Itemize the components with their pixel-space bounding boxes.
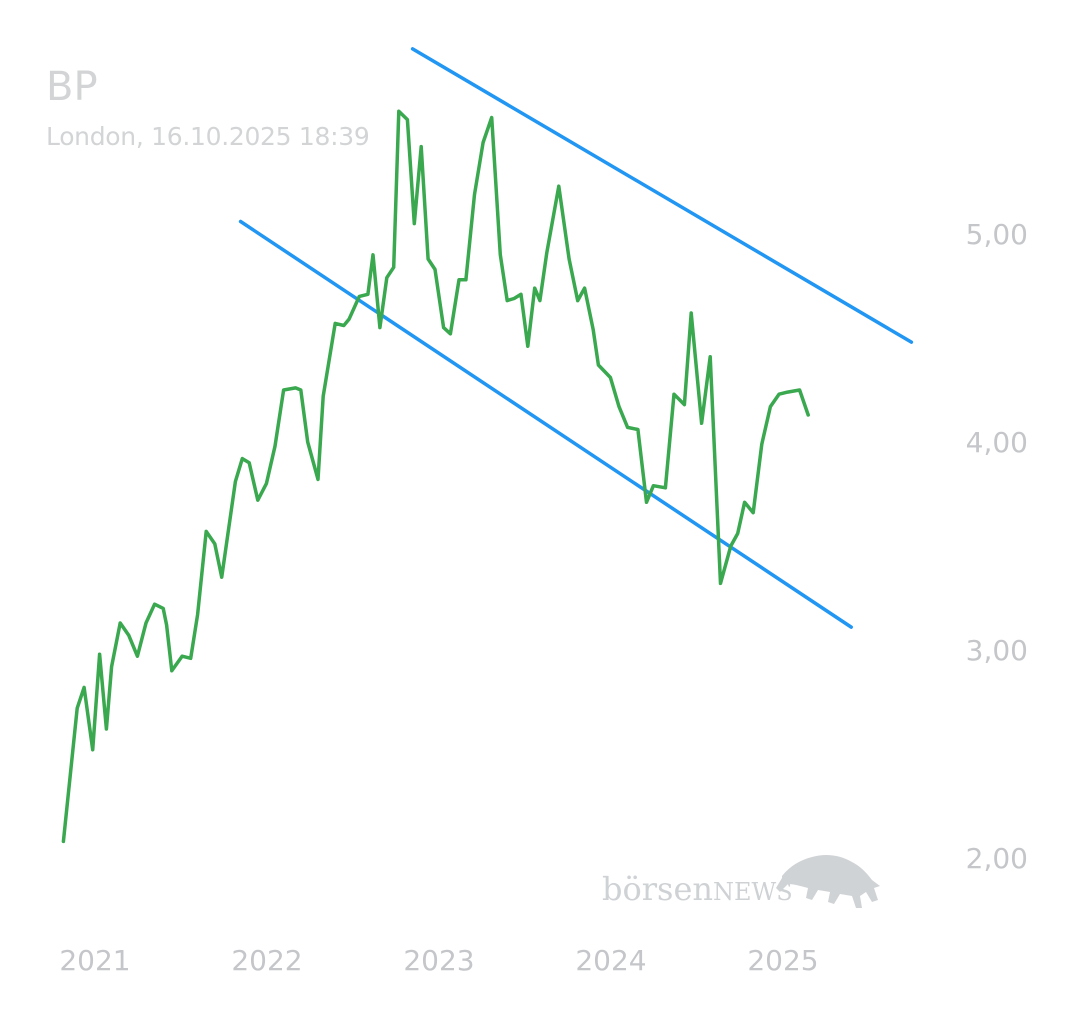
y-axis: 2,00 3,00 4,00 5,00 [966, 218, 1028, 875]
y-tick-label: 2,00 [966, 842, 1028, 875]
chart-title: BP [46, 64, 98, 110]
watermark: börsenNEWS [602, 854, 880, 908]
y-tick-label: 3,00 [966, 634, 1028, 667]
y-tick-label: 5,00 [966, 218, 1028, 251]
trend-line-lower [238, 219, 853, 629]
trend-line-upper [410, 47, 914, 344]
bull-icon [776, 854, 880, 908]
series-layer [61, 109, 810, 844]
svg-text:börsenNEWS: börsenNEWS [602, 870, 793, 908]
x-axis: 2021 2022 2023 2024 2025 [59, 944, 818, 977]
x-tick-label: 2021 [59, 944, 130, 977]
x-tick-label: 2025 [747, 944, 818, 977]
x-tick-label: 2024 [575, 944, 646, 977]
y-tick-label: 4,00 [966, 426, 1028, 459]
x-tick-label: 2022 [231, 944, 302, 977]
watermark-brand-prefix: börsen [602, 870, 713, 908]
series-line-price [61, 109, 810, 844]
x-tick-label: 2023 [403, 944, 474, 977]
trend-lines [238, 47, 914, 629]
chart-subtitle: London, 16.10.2025 18:39 [46, 122, 370, 151]
